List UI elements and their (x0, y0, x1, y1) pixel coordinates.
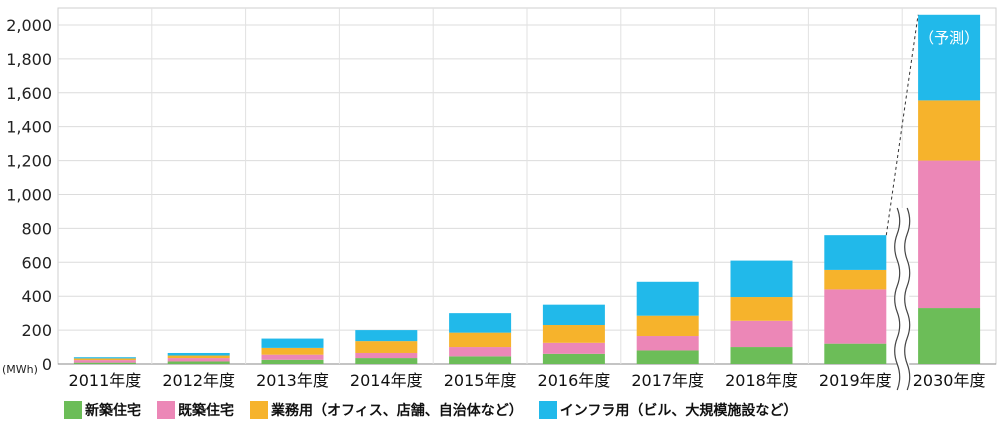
bar-segment (73, 358, 136, 361)
bar-segment (261, 338, 324, 348)
bar-segment (449, 347, 512, 357)
bar-segment (167, 361, 230, 364)
bar-segment (636, 350, 699, 364)
legend-item: 新築住宅 (64, 400, 141, 420)
bar-segment (824, 343, 887, 364)
bar-segment (542, 325, 605, 343)
bar-segment (355, 352, 418, 359)
x-tick-label: 2014年度 (350, 371, 423, 390)
legend: 新築住宅 既築住宅 業務用（オフィス、店舗、自治体など） インフラ用（ビル、大規模施設… (64, 398, 994, 422)
bar-segment (355, 358, 418, 364)
bar-segment (730, 347, 793, 364)
legend-label: インフラ用（ビル、大規模施設など） (559, 403, 798, 419)
bar-segment (824, 289, 887, 344)
legend-item: インフラ用（ビル、大規模施設など） (538, 400, 798, 420)
bar-segment (449, 313, 512, 333)
axis-break-line (894, 207, 901, 391)
x-tick-label: 2017年度 (631, 371, 704, 390)
y-tick-label: 1,800 (6, 50, 52, 69)
y-tick-label: 0 (42, 355, 52, 374)
bar-segment (449, 332, 512, 348)
legend-swatch (538, 401, 557, 419)
bar-segment (73, 357, 136, 359)
legend-swatch (157, 401, 175, 419)
y-axis-ticks: 0 200 400 600 800 1,000 1,200 1,400 1,600 1,800 2,… (6, 16, 52, 374)
legend-item: 業務用（オフィス、店舗、自治体など） (250, 400, 523, 420)
x-tick-label: 2019年度 (819, 371, 892, 390)
x-tick-label: 2018年度 (725, 371, 798, 390)
x-tick-label: 2012年度 (162, 371, 235, 390)
bar-segment (542, 342, 605, 354)
chart-extras: （予測） (885, 14, 979, 391)
x-tick-label: 2013年度 (256, 371, 329, 390)
bar-segment (918, 308, 981, 364)
y-tick-label: 1,600 (6, 84, 52, 103)
projection-line (885, 14, 919, 236)
y-tick-label: 1,000 (6, 185, 52, 204)
bar-segment (730, 297, 793, 321)
bar-segment (261, 354, 324, 360)
x-tick-label: 2011年度 (69, 371, 142, 390)
bar-segment (73, 362, 136, 364)
axis-break-line (904, 207, 911, 391)
bar-segment (355, 330, 418, 342)
x-tick-label: 2016年度 (538, 371, 611, 390)
bar-segment (167, 358, 230, 362)
bar-segment (73, 360, 136, 363)
y-tick-label: 2,000 (6, 16, 52, 35)
bar-segment (261, 347, 324, 355)
y-tick-label: 1,400 (6, 118, 52, 137)
y-tick-label: 1,200 (6, 152, 52, 171)
x-tick-label: 2015年度 (444, 371, 517, 390)
bar-segment (167, 352, 230, 356)
bar-segment (449, 356, 512, 364)
bars (73, 14, 981, 364)
bar-segment (824, 235, 887, 270)
x-axis-labels: 2011年度 2012年度 2013年度 2014年度 2015年度 2016年度 2017… (69, 371, 986, 390)
bar-segment (636, 315, 699, 337)
y-axis-unit: (MWh) (2, 363, 38, 376)
legend-label: 業務用（オフィス、店舗、自治体など） (271, 403, 523, 419)
bar-segment (918, 14, 981, 101)
legend-item: 既築住宅 (157, 400, 234, 420)
grid-lines (57, 7, 997, 365)
bar-segment (636, 281, 699, 316)
legend-label: 既築住宅 (178, 403, 234, 419)
x-tick-label: 2030年度 (913, 371, 986, 390)
bar-segment (542, 304, 605, 326)
bar-segment (918, 160, 981, 309)
y-tick-label: 600 (21, 253, 52, 272)
y-tick-label: 400 (21, 287, 52, 306)
bar-segment (918, 100, 981, 161)
bar-segment (167, 355, 230, 359)
legend-label: 新築住宅 (85, 403, 141, 419)
y-tick-label: 200 (21, 321, 52, 340)
y-tick-label: 800 (21, 219, 52, 238)
bar-segment (636, 336, 699, 351)
bar-segment (261, 359, 324, 364)
forecast-annotation: （予測） (919, 29, 979, 47)
bar-segment (730, 260, 793, 298)
bar-segment (824, 269, 887, 290)
bar-segment (355, 341, 418, 353)
bar-segment (542, 353, 605, 364)
bar-segment (730, 320, 793, 348)
legend-swatch (64, 401, 82, 419)
legend-swatch (250, 401, 268, 419)
